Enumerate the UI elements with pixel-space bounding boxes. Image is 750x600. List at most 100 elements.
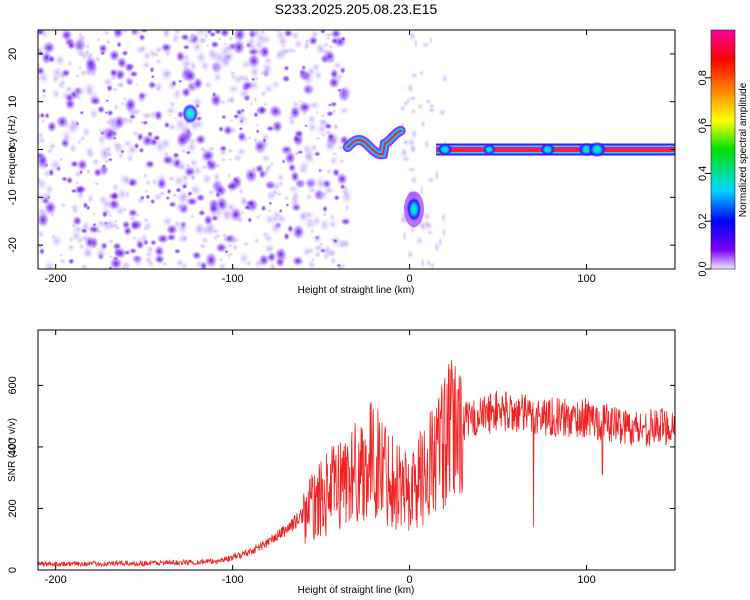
heatmap-speckle (289, 170, 300, 183)
snr-frame (37, 329, 676, 571)
heatmap-speckle (165, 223, 179, 236)
heatmap-speckle (266, 251, 277, 263)
heatmap-speckle (341, 239, 351, 249)
heatmap-speckle (176, 220, 189, 237)
heatmap-speckle (43, 258, 57, 269)
heatmap-speckle (398, 104, 407, 113)
heatmap-speckle (281, 74, 291, 83)
heatmap-speckle (240, 210, 246, 215)
heatmap-speckle (413, 36, 419, 50)
heatmap-speckle (283, 151, 297, 166)
heatmap-speckle (199, 146, 205, 152)
heatmap-speckle (428, 35, 434, 45)
heatmap-speckle (199, 243, 205, 248)
heatmap-speckle (107, 238, 115, 245)
heatmap-speckle (73, 184, 87, 195)
heatmap-speckle (138, 147, 145, 154)
heatmap-speckle (416, 102, 424, 111)
heatmap-speckle (440, 73, 449, 84)
heatmap-speckle (150, 239, 157, 247)
heatmap-speckle (122, 139, 133, 148)
heatmap-speckle (293, 38, 304, 50)
heatmap-speckle (329, 101, 338, 108)
heatmap-speckle (149, 66, 155, 74)
snr-ytick-label: 600 (7, 376, 19, 394)
heatmap-speckle (318, 218, 331, 233)
snr-ylabel: SNR (10 * v/v) (7, 418, 18, 482)
heatmap-speckle (305, 247, 316, 255)
heatmap-speckle (112, 102, 120, 112)
heatmap-speckle (65, 176, 74, 185)
heatmap-speckle (262, 66, 271, 77)
heatmap-speckle (132, 255, 143, 268)
heatmap-speckle (99, 50, 106, 56)
heatmap-speckle (440, 211, 447, 225)
heatmap-speckle (408, 94, 418, 102)
heatmap-speckle (44, 42, 51, 48)
heatmap-speckle (74, 73, 81, 79)
heatmap-speckle (338, 105, 351, 116)
heatmap-speckle (426, 229, 434, 236)
heatmap-speckle (207, 202, 220, 215)
heatmap-speckle (260, 204, 267, 212)
heatmap-speckle (145, 193, 151, 200)
heatmap-speckle (340, 35, 347, 43)
heatmap-speckle (129, 220, 140, 231)
heatmap-speckle (109, 256, 123, 269)
spectrogram-ylabel: Frequency (Hz) (7, 116, 18, 185)
heatmap-speckle (98, 42, 109, 55)
heatmap-speckle (332, 238, 339, 244)
heatmap-speckle (68, 236, 75, 243)
heatmap-speckle (159, 42, 173, 53)
heatmap-speckle (41, 93, 47, 99)
heatmap-speckle (43, 168, 51, 179)
tone-core (436, 147, 675, 152)
heatmap-speckle (89, 69, 98, 78)
snr-plot: -200 -100 0 100 0 200 400 600 Height of straigh… (7, 329, 676, 596)
heatmap-speckle (48, 157, 62, 173)
heatmap-speckle (325, 168, 333, 175)
heatmap-speckle (237, 87, 252, 100)
heatmap-speckle (49, 211, 56, 218)
chart-title: S233.2025.205.08.23.E15 (275, 1, 438, 17)
heatmap-speckle (316, 190, 329, 202)
heatmap-speckle (161, 30, 172, 39)
heatmap-speckle (144, 179, 152, 187)
heatmap-speckle (222, 124, 234, 136)
heatmap-speckle (103, 158, 110, 164)
heatmap-speckle (122, 75, 135, 85)
heatmap-speckle (179, 33, 191, 42)
heatmap-speckle (226, 83, 241, 95)
heatmap-speckle (147, 80, 157, 90)
heatmap-speckle (231, 153, 244, 163)
heatmap-speckle (214, 191, 221, 199)
heatmap-speckle (200, 172, 214, 186)
heatmap-speckle (220, 157, 228, 163)
heatmap-speckle (154, 58, 163, 65)
heatmap-speckle (232, 38, 246, 56)
heatmap-speckle (247, 135, 253, 140)
heatmap-speckle (189, 173, 197, 181)
heatmap-speckle (38, 244, 43, 250)
heatmap-speckle (38, 229, 46, 239)
heatmap-speckle (276, 172, 286, 183)
heatmap-speckle (163, 121, 171, 129)
heatmap-speckle (227, 157, 233, 162)
heatmap-speckle (338, 158, 345, 164)
heatmap-speckle (38, 30, 44, 36)
heatmap-speckle (330, 37, 340, 46)
heatmap-speckle (64, 97, 76, 111)
heatmap-speckle (79, 134, 87, 142)
heatmap-speckle (133, 142, 140, 150)
heatmap-speckle (401, 155, 411, 163)
heatmap-speckle (253, 237, 260, 245)
heatmap-speckle (205, 43, 210, 48)
heatmap-speckle (112, 30, 124, 40)
heatmap-speckle (85, 205, 91, 211)
heatmap-speckle (90, 156, 101, 168)
heatmap-speckle (207, 188, 215, 197)
heatmap-speckle (274, 247, 288, 262)
heatmap-speckle (291, 48, 297, 54)
heatmap-speckle (88, 95, 102, 106)
heatmap-speckle (60, 30, 73, 42)
